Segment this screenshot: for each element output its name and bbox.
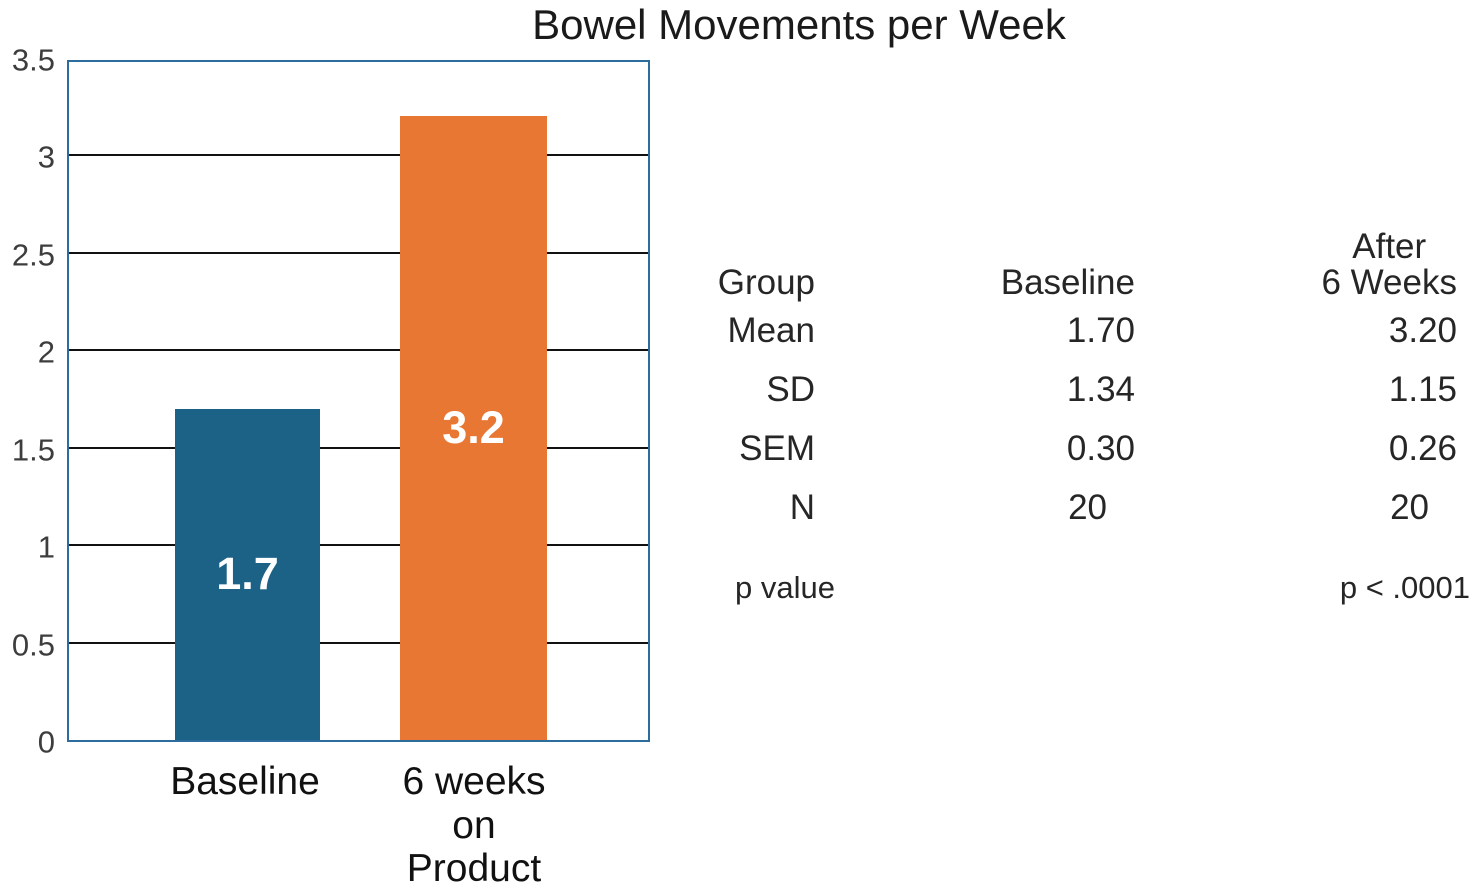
y-tick-label: 2.5 bbox=[11, 237, 55, 273]
p-value-result: p < .0001 bbox=[1339, 570, 1470, 605]
bar-0: 1.7 bbox=[175, 408, 320, 740]
y-tick-label: 1 bbox=[37, 529, 55, 565]
y-tick-label: 0.5 bbox=[11, 627, 55, 663]
table-row-label-sd: SD bbox=[766, 370, 815, 410]
table-row-label-n: N bbox=[789, 488, 815, 528]
gridline bbox=[69, 446, 648, 449]
table-cell-sem-baseline: 0.30 bbox=[1066, 429, 1135, 469]
bar-1: 3.2 bbox=[400, 116, 547, 740]
bar-value-label: 3.2 bbox=[442, 402, 505, 454]
y-tick-label: 1.5 bbox=[11, 432, 55, 468]
y-tick-label: 2 bbox=[37, 334, 55, 370]
x-category-label: 6 weeks on Product bbox=[402, 760, 546, 888]
p-value-row: p value p < .0001 bbox=[700, 570, 1470, 606]
table-row-label-mean: Mean bbox=[727, 311, 815, 351]
gridline bbox=[69, 154, 648, 157]
y-tick-label: 0 bbox=[37, 724, 55, 760]
table-cell-n-after: 20 bbox=[1390, 488, 1429, 528]
gridline bbox=[69, 251, 648, 254]
table-header-baseline: Baseline bbox=[1000, 263, 1135, 303]
table-cell-mean-baseline: 1.70 bbox=[1066, 311, 1135, 351]
table-header-group: Group bbox=[717, 263, 815, 303]
bar-value-label: 1.7 bbox=[216, 548, 279, 600]
gridline bbox=[69, 544, 648, 547]
table-cell-mean-after: 3.20 bbox=[1388, 311, 1457, 351]
gridline bbox=[69, 641, 648, 644]
table-row-label-sem: SEM bbox=[739, 429, 815, 469]
table-cell-sd-baseline: 1.34 bbox=[1066, 370, 1135, 410]
plot-area: 1.7 3.2 bbox=[67, 60, 650, 742]
y-tick-label: 3 bbox=[37, 139, 55, 175]
table-cell-sem-after: 0.26 bbox=[1388, 429, 1457, 469]
chart-title: Bowel Movements per Week bbox=[532, 1, 1066, 48]
y-tick-label: 3.5 bbox=[11, 42, 55, 78]
stats-table: Group Baseline After 6 Weeks Mean 1.70 3… bbox=[700, 214, 1457, 538]
p-value-label: p value bbox=[735, 570, 835, 605]
table-cell-n-baseline: 20 bbox=[1068, 488, 1107, 528]
gridline bbox=[69, 349, 648, 352]
table-header-after-6-weeks: After 6 Weeks bbox=[1321, 226, 1457, 303]
table-cell-sd-after: 1.15 bbox=[1388, 370, 1457, 410]
x-category-label: Baseline bbox=[170, 760, 320, 803]
